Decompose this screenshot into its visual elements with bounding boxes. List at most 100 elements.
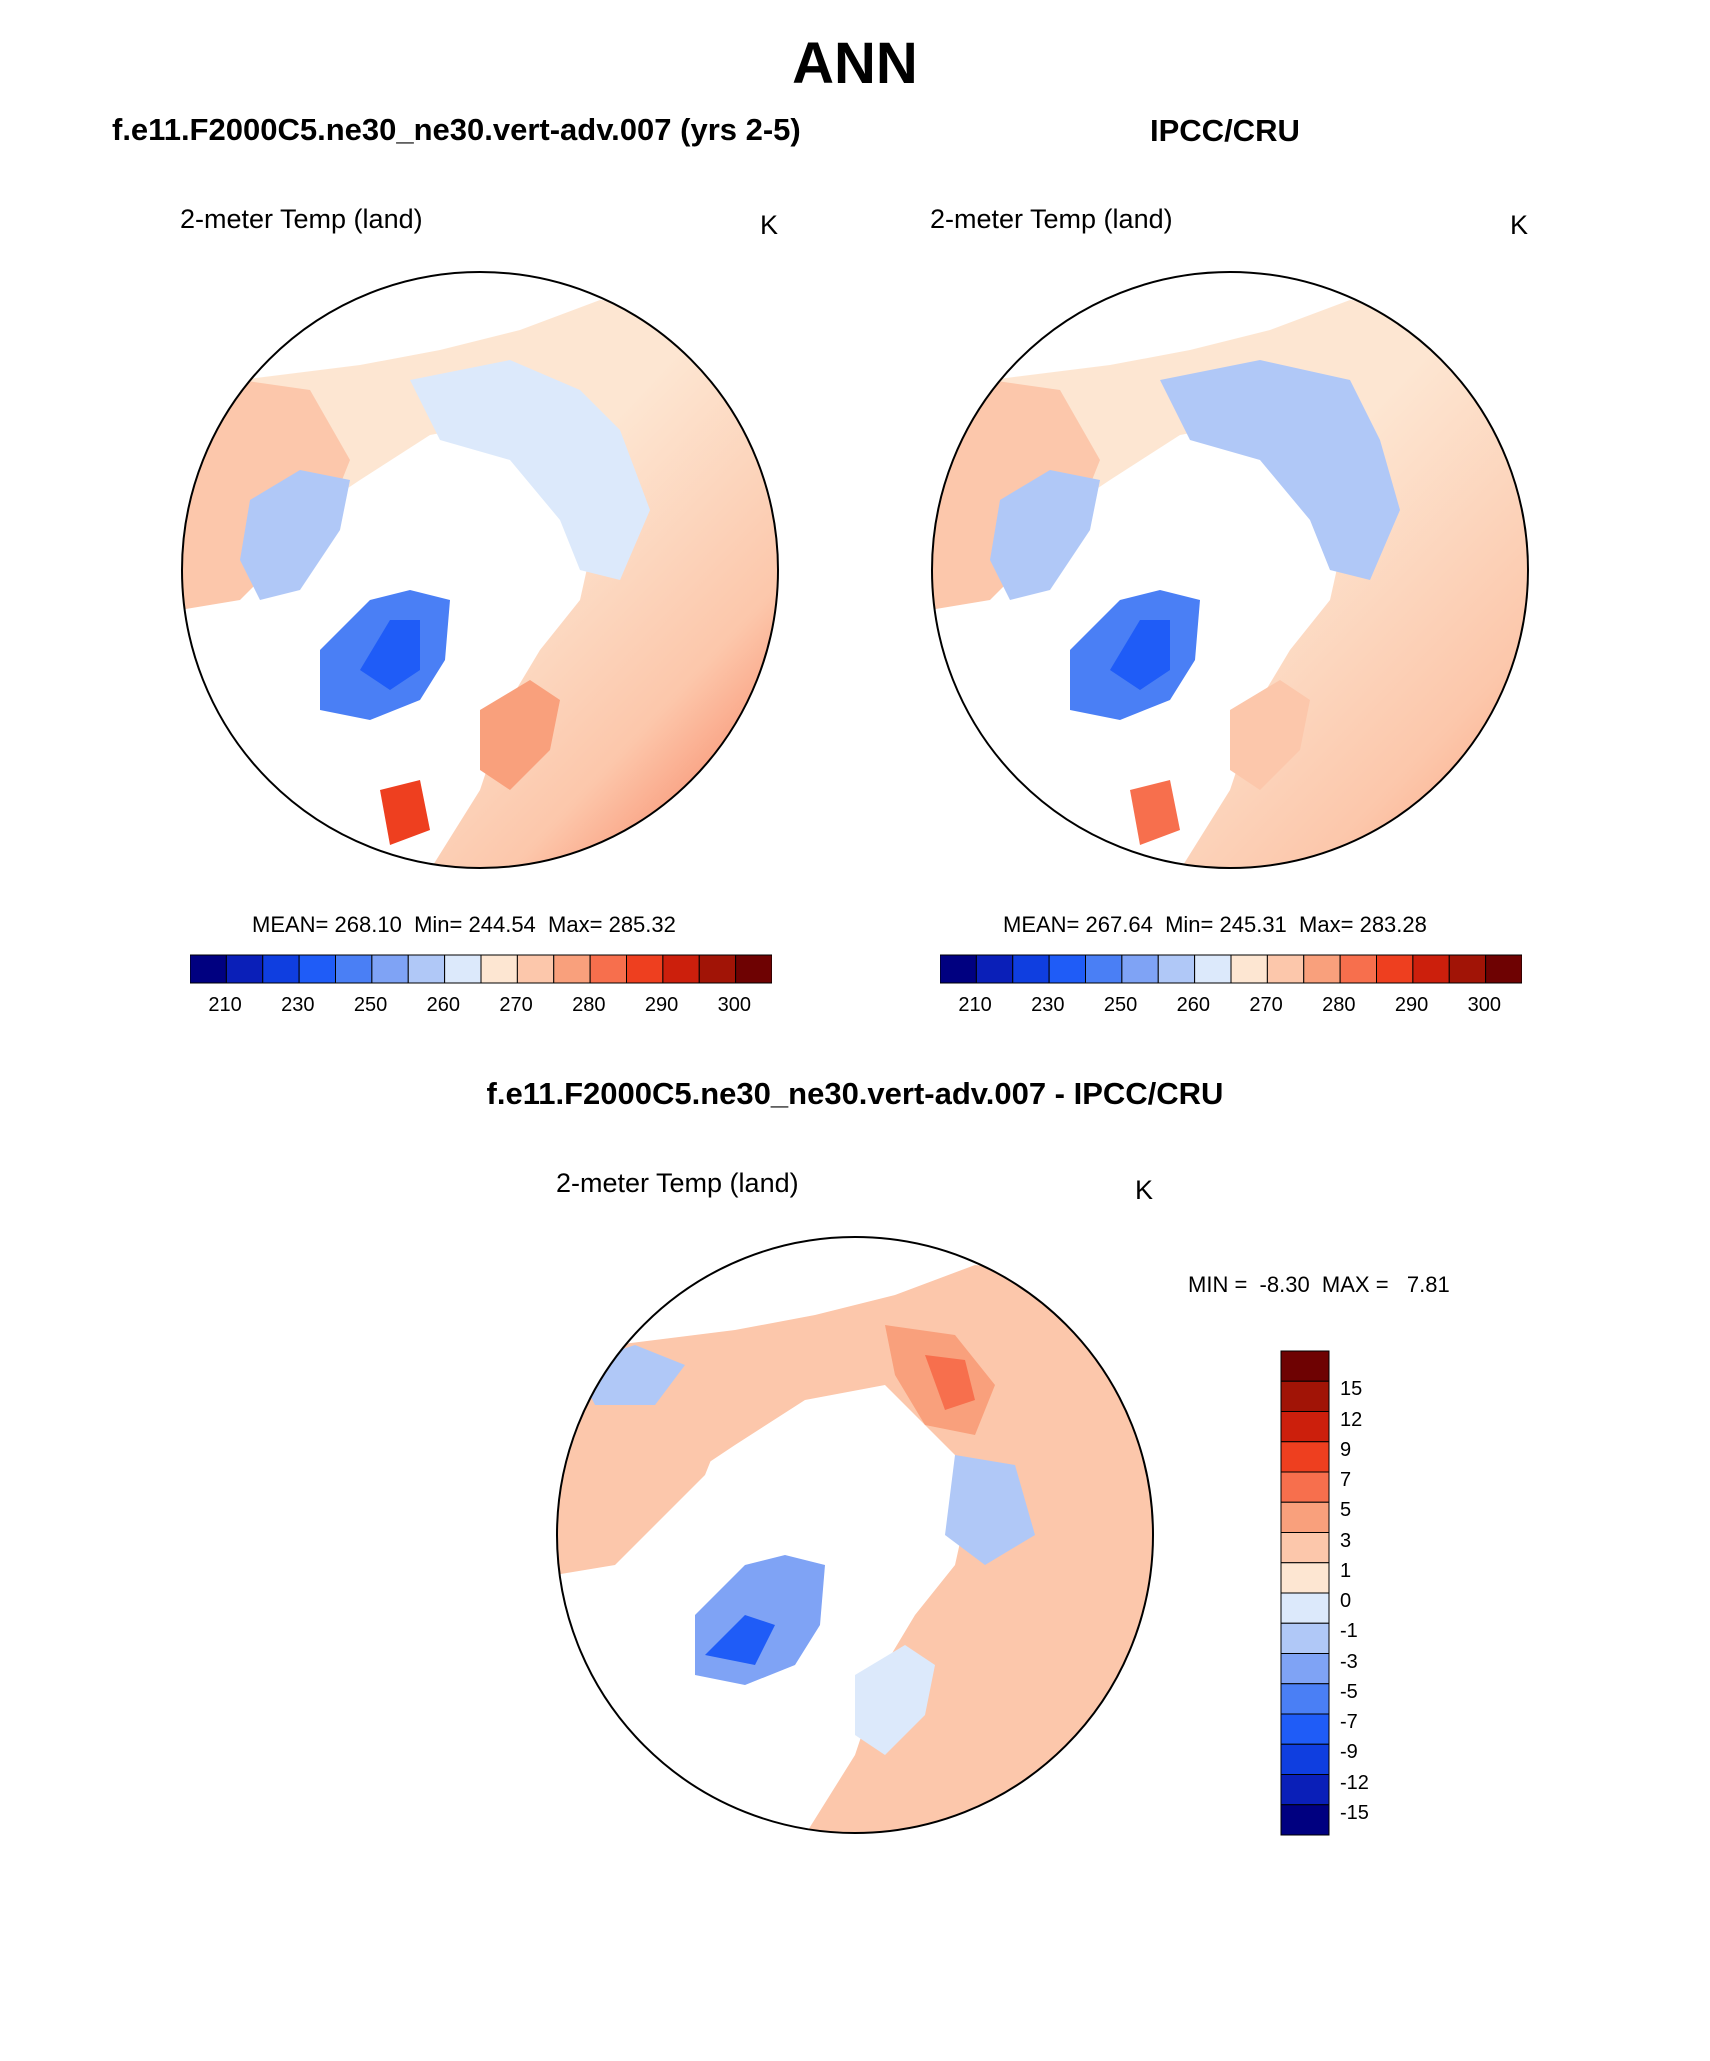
obs-colorbar-swatch — [1012, 954, 1050, 984]
model-min-label: Min= — [414, 912, 463, 937]
diff-max-label: MAX = — [1321, 1272, 1389, 1297]
diff-colorbar-tick-label: 9 — [1340, 1438, 1352, 1461]
obs-colorbar-tick-label: 270 — [1249, 994, 1283, 1016]
diff-max-value: 7.81 — [1406, 1272, 1450, 1297]
obs-colorbar-swatch — [1085, 954, 1123, 984]
diff-map-siberia-hot — [925, 1355, 975, 1410]
model-stats: MEAN= 268.10 Min= 244.54 Max= 285.32 — [252, 912, 676, 938]
model-colorbar-tick-label: 250 — [353, 994, 388, 1016]
obs-colorbar-tick-label: 250 — [1103, 994, 1138, 1016]
obs-colorbar-swatch — [1266, 954, 1305, 984]
model-colorbar-swatch — [735, 954, 772, 984]
obs-map-siberia-cold — [1160, 360, 1400, 580]
diff-units-label: K — [1135, 1175, 1154, 1205]
obs-colorbar-tick-label: 210 — [958, 994, 992, 1016]
model-colorbar-swatch — [516, 954, 555, 984]
obs-map-uk — [1130, 780, 1180, 845]
obs-mean-value: 267.64 — [1085, 912, 1153, 937]
obs-colorbar-tick-label: 260 — [1176, 994, 1210, 1016]
model-colorbar-swatch — [298, 954, 336, 984]
obs-map-canada-cold — [990, 470, 1100, 600]
diff-colorbar-swatch — [1280, 1501, 1330, 1533]
diff-colorbar-swatch — [1280, 1441, 1330, 1473]
diff-colorbar-swatch — [1280, 1592, 1330, 1624]
obs-colorbar-swatch — [975, 954, 1014, 984]
obs-stats: MEAN= 267.64 Min= 245.31 Max= 283.28 — [1003, 912, 1427, 938]
diff-colorbar-swatch — [1280, 1380, 1330, 1412]
diff-colorbar-swatch — [1280, 1471, 1330, 1503]
diff-colorbar-swatch — [1280, 1411, 1330, 1443]
model-colorbar-swatch — [480, 954, 518, 984]
obs-colorbar-swatch — [1048, 954, 1086, 984]
diff-colorbar-tick-label: -9 — [1340, 1741, 1358, 1764]
diff-map-scandinavia — [855, 1645, 935, 1755]
diff-map-greenland-core — [705, 1615, 775, 1665]
model-colorbar-ticks: 210 230 250 260 270 280 290 300 — [190, 994, 772, 1024]
obs-colorbar-tick-label: 300 — [1467, 994, 1501, 1016]
obs-min-label: Min= — [1165, 912, 1214, 937]
obs-map — [930, 270, 1530, 870]
model-min-value: 244.54 — [468, 912, 536, 937]
diff-min-label: MIN = — [1188, 1272, 1248, 1297]
obs-units-label: K — [1510, 210, 1529, 240]
obs-colorbar-swatch — [1376, 954, 1414, 984]
diff-colorbar-tick-label: -5 — [1340, 1680, 1358, 1703]
model-colorbar-tick-label: 300 — [717, 994, 751, 1016]
diff-panel-title: f.e11.F2000C5.ne30_ne30.vert-adv.007 - I… — [486, 1076, 1224, 1111]
model-colorbar-swatch — [407, 954, 446, 984]
model-map-canada-cold — [240, 470, 350, 600]
main-title: ANN — [792, 31, 918, 96]
obs-colorbar-swatch — [1448, 954, 1487, 984]
obs-min-value: 245.31 — [1219, 912, 1287, 937]
obs-max-value: 283.28 — [1359, 912, 1427, 937]
obs-panel-title: IPCC/CRU — [1150, 113, 1300, 148]
model-colorbar-swatch — [225, 954, 264, 984]
model-colorbar-swatch — [698, 954, 737, 984]
model-map-scandinavia — [480, 680, 560, 790]
model-mean-value: 268.10 — [334, 912, 402, 937]
diff-colorbar-swatch — [1280, 1743, 1330, 1775]
model-colorbar-swatch — [589, 954, 627, 984]
diff-colorbar-tick-label: 0 — [1340, 1590, 1352, 1612]
diff-colorbar-swatch — [1280, 1653, 1330, 1685]
model-colorbar-swatch — [335, 954, 373, 984]
diff-colorbar-swatch — [1280, 1562, 1330, 1594]
obs-colorbar-tick-label: 290 — [1394, 994, 1429, 1016]
diff-map — [555, 1235, 1155, 1835]
obs-mean-label: MEAN= — [1003, 912, 1080, 937]
diff-colorbar-ticks: 15 12 9 7 5 3 1 0 -1 -3 -5 -7 -9 -12 -15 — [1340, 1350, 1420, 1836]
model-colorbar-swatch — [662, 954, 700, 984]
model-colorbar — [190, 954, 772, 986]
diff-colorbar-swatch — [1280, 1804, 1330, 1836]
model-colorbar-tick-label: 230 — [281, 994, 315, 1016]
diff-colorbar-tick-label: 12 — [1340, 1408, 1363, 1431]
model-colorbar-swatch — [371, 954, 409, 984]
diff-colorbar-tick-label: 15 — [1340, 1378, 1363, 1401]
diff-colorbar-tick-label: 5 — [1340, 1499, 1352, 1522]
diff-colorbar-tick-label: -15 — [1340, 1801, 1369, 1824]
model-colorbar-swatch — [190, 954, 227, 984]
model-colorbar-swatch — [626, 954, 664, 984]
obs-colorbar-swatch — [1412, 954, 1450, 984]
diff-colorbar-swatch — [1280, 1683, 1330, 1715]
model-map-siberia-cold — [410, 360, 650, 580]
obs-colorbar-tick-label: 280 — [1322, 994, 1356, 1016]
diff-colorbar-tick-label: -3 — [1340, 1650, 1358, 1673]
model-mean-label: MEAN= — [252, 912, 329, 937]
diff-colorbar-tick-label: 3 — [1340, 1529, 1352, 1552]
model-max-label: Max= — [548, 912, 603, 937]
model-colorbar-tick-label: 280 — [572, 994, 606, 1016]
model-map-greenland-core — [360, 620, 420, 690]
model-colorbar-tick-label: 290 — [644, 994, 679, 1016]
model-colorbar-tick-label: 270 — [499, 994, 533, 1016]
obs-colorbar-swatch — [1303, 954, 1341, 984]
obs-map-eurasia — [990, 300, 1528, 868]
diff-colorbar-tick-label: -1 — [1340, 1620, 1358, 1643]
obs-colorbar-ticks: 210 230 250 260 270 280 290 300 — [940, 994, 1522, 1024]
diff-colorbar — [1280, 1350, 1332, 1836]
model-colorbar-swatch — [553, 954, 591, 984]
diff-map-eurasia — [615, 1265, 1153, 1833]
obs-map-scandinavia — [1230, 680, 1310, 790]
obs-colorbar-swatch — [1157, 954, 1196, 984]
diff-stats: MIN = -8.30 MAX = 7.81 — [1188, 1272, 1450, 1298]
